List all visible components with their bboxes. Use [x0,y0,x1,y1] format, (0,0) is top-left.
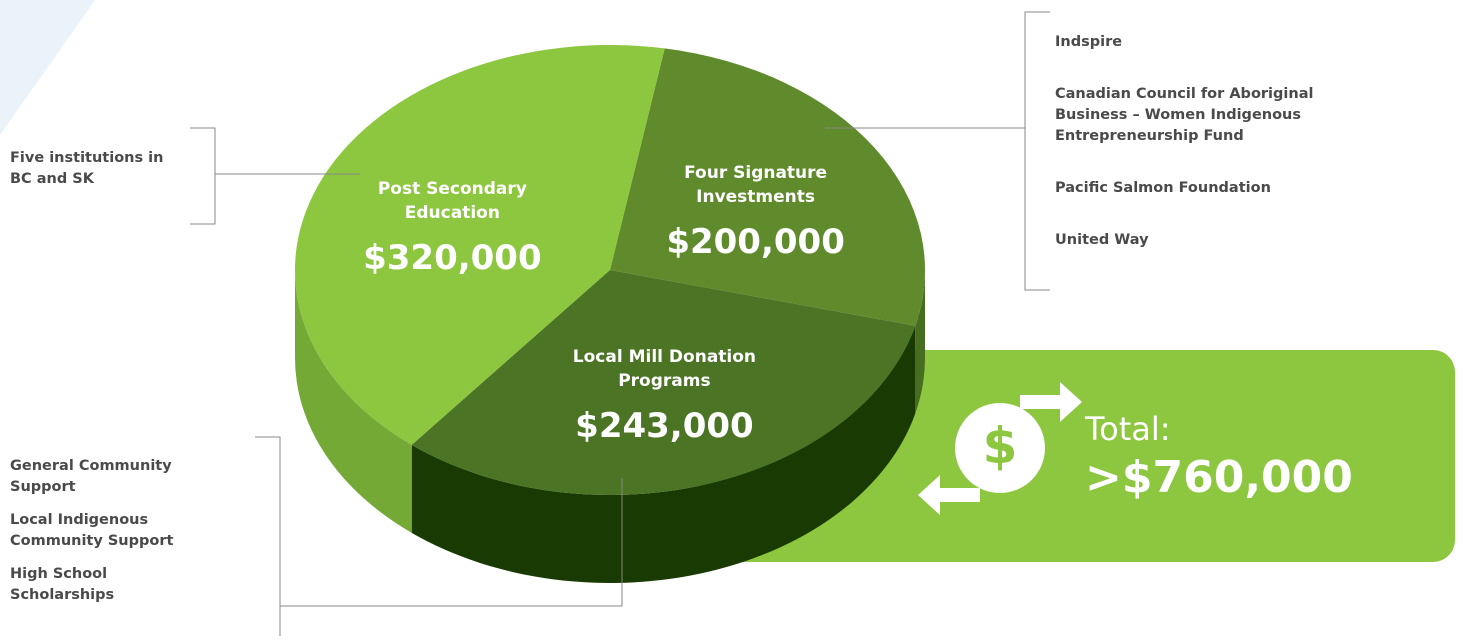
slice [295,44,665,445]
slice-label: Four Signature Investments $200,000 [661,161,851,265]
note-item: General Community Support [10,458,172,495]
note-item: High School Scholarships [10,566,115,603]
category-label: Four Signature Investments [684,162,828,207]
note-item: Five institutions in BC and SK [10,150,164,187]
value-label: $320,000 [363,237,542,278]
slice-label: Local Mill Donation Programs $243,000 [569,345,759,449]
notes: Indspire Canadian Council for Aboriginal … [1055,32,1325,282]
value-label: $243,000 [575,406,754,447]
leader-lines [190,11,1050,636]
value-label: $200,000 [666,221,845,262]
note-item: Pacific Salmon Foundation [1055,180,1271,196]
slice [610,48,926,326]
slice [411,270,916,495]
category-label: Post Secondary Education [377,178,527,223]
money-icon: $ [918,382,1082,515]
svg-text:$: $ [983,417,1018,475]
note-item: United Way [1055,232,1149,248]
note-item: Canadian Council for Aboriginal Business… [1055,86,1314,144]
category-label: Local Mill Donation Programs [572,347,757,392]
slice-side [411,325,916,584]
note-item: Local Indigenous Community Support [10,512,174,549]
slice-side [295,270,412,533]
slice-label: Post Secondary Education $320,000 [357,177,547,281]
pie [295,44,926,584]
decoration [0,0,95,135]
notes: Five institutions in BC and SK [10,148,185,202]
note-item: Indspire [1055,34,1123,50]
total-value: >$760,000 [1085,452,1353,503]
total-label: Total: [1085,410,1171,448]
notes: General Community Support Local Indigenou… [10,456,210,618]
slice-side [915,270,926,414]
